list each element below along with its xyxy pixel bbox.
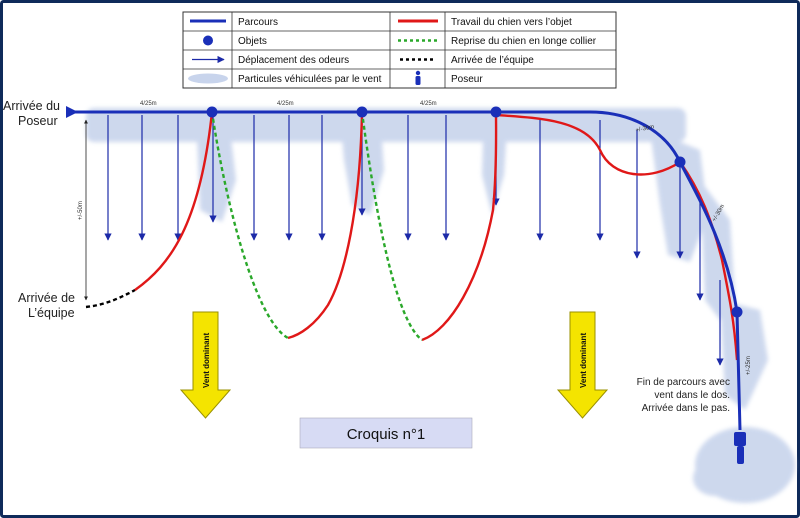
object-3	[490, 106, 502, 118]
legend-label-reprise: Reprise du chien en longe collier	[451, 36, 597, 47]
blue-dot-icon	[203, 35, 213, 46]
croquis-box	[299, 417, 473, 449]
start-arrowhead-icon	[66, 106, 78, 118]
down-arrow-icon	[179, 311, 232, 419]
label-arrivee-poseur-2: Poseur	[18, 114, 58, 128]
legend-label-travail: Travail du chien vers l’objet	[451, 17, 572, 28]
distance-vertical: +/-50m	[78, 201, 84, 220]
object-5	[731, 306, 743, 318]
legend-label-equipe: Arrivée de l’équipe	[451, 55, 534, 66]
cloud-icon	[188, 73, 228, 84]
label-arrivee-equipe-1: Arrivée de	[18, 291, 75, 305]
wind-dominant-arrow-right: Vent dominant	[556, 311, 609, 419]
wind-dominant-arrow-left: Vent dominant	[179, 311, 232, 419]
croquis-title: Croquis n°1	[347, 426, 426, 443]
legend-label-particules: Particules véhiculées par le vent	[238, 74, 382, 85]
legend-label-objets: Objets	[238, 36, 267, 47]
vertical-measure: +/-50m	[78, 119, 88, 301]
dog-leash-paths	[210, 111, 423, 341]
legend-label-poseur: Poseur	[451, 74, 483, 85]
vent-dominant-left-label: Vent dominant	[202, 333, 211, 388]
distance-seg1: 4/25m	[140, 101, 157, 107]
object-4	[674, 156, 686, 168]
distance-seg6: +/-25m	[746, 356, 752, 375]
vent-dominant-right-label: Vent dominant	[579, 333, 588, 388]
scent-arrows	[104, 115, 724, 366]
down-arrow-icon	[556, 311, 609, 419]
person-icon	[415, 70, 421, 85]
label-arrivee-poseur-1: Arrivée du	[3, 99, 60, 113]
label-fin-3: Arrivée dans le pas.	[642, 403, 730, 414]
distance-seg3: 4/25m	[420, 101, 437, 107]
object-2	[356, 106, 368, 118]
poseur-figure-icon	[734, 432, 746, 464]
label-fin-2: vent dans le dos.	[654, 390, 730, 401]
legend-label-deplacement: Déplacement des odeurs	[238, 55, 349, 66]
label-fin-1: Fin de parcours avec	[637, 377, 730, 388]
distance-seg2: 4/25m	[277, 101, 294, 107]
legend: Parcours Travail du chien vers l’objet O…	[182, 11, 617, 89]
legend-label-parcours: Parcours	[238, 17, 278, 28]
object-1	[206, 106, 218, 118]
label-arrivee-equipe-2: L’équipe	[28, 306, 75, 320]
distance-seg4: +/-30m	[635, 124, 655, 134]
objects	[206, 106, 743, 318]
